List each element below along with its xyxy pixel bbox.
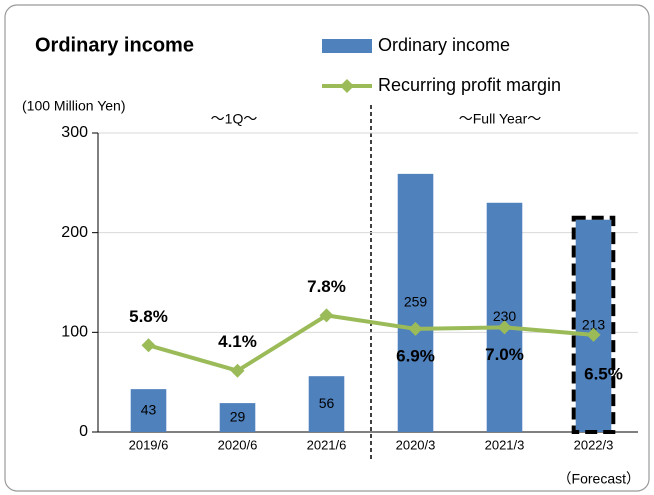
line-value-label: 6.9% bbox=[396, 346, 435, 365]
bar bbox=[486, 202, 523, 432]
x-tick-label: 2019/6 bbox=[129, 437, 169, 452]
annotation: ～Full Year～ bbox=[459, 111, 541, 127]
y-tick-label: 0 bbox=[79, 423, 88, 440]
legend-label: Ordinary income bbox=[378, 35, 510, 55]
bar bbox=[308, 376, 345, 432]
legend-swatch bbox=[322, 39, 372, 53]
legend-marker bbox=[340, 79, 354, 93]
annotation: ～1Q～ bbox=[211, 111, 258, 127]
line-marker bbox=[408, 321, 423, 336]
line-marker bbox=[586, 327, 601, 342]
line-value-label: 7.8% bbox=[307, 277, 346, 296]
line bbox=[147, 313, 594, 373]
bar bbox=[219, 403, 256, 432]
line-value-label: 4.1% bbox=[218, 332, 257, 351]
x-tick-label: 2020/3 bbox=[396, 437, 436, 452]
line-value-label: 6.5% bbox=[584, 364, 623, 383]
annotation: （Forecast） bbox=[558, 471, 640, 487]
bar-value-label: 213 bbox=[582, 317, 606, 333]
forecast-outline bbox=[571, 215, 616, 434]
x-tick-label: 2021/6 bbox=[307, 437, 347, 452]
chart-title: Ordinary income bbox=[35, 34, 194, 56]
bar-value-label: 43 bbox=[141, 401, 157, 417]
y-tick-label: 200 bbox=[61, 224, 88, 241]
bar-value-label: 56 bbox=[319, 395, 335, 411]
y-axis-label: (100 Million Yen) bbox=[22, 98, 126, 114]
line-marker bbox=[497, 320, 512, 335]
x-tick-label: 2020/6 bbox=[218, 437, 258, 452]
line-marker bbox=[230, 363, 245, 378]
line-marker bbox=[141, 338, 156, 353]
bar-value-label: 230 bbox=[493, 308, 517, 324]
line-value-label: 5.8% bbox=[129, 307, 168, 326]
legend-label: Recurring profit margin bbox=[378, 75, 561, 95]
bar bbox=[575, 219, 612, 432]
bar bbox=[397, 173, 434, 432]
line-value-label: 7.0% bbox=[485, 345, 524, 364]
bar bbox=[130, 389, 167, 432]
bar-value-label: 259 bbox=[404, 294, 428, 310]
x-tick-label: 2022/3 bbox=[574, 437, 614, 452]
line-marker bbox=[319, 308, 334, 323]
y-tick-label: 300 bbox=[61, 124, 88, 141]
bar-value-label: 29 bbox=[230, 408, 246, 424]
x-tick-label: 2021/3 bbox=[485, 437, 525, 452]
y-tick-label: 100 bbox=[61, 324, 88, 341]
